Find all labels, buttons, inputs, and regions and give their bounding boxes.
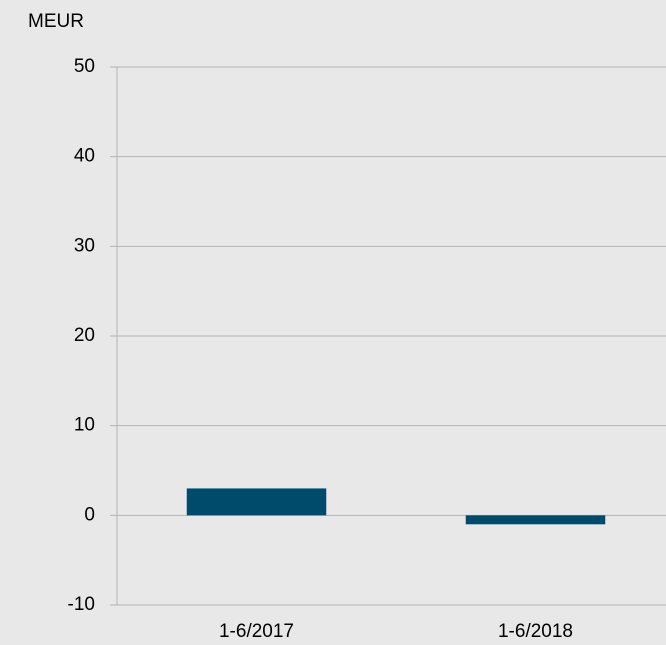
x-tick-label: 1-6/2017	[219, 621, 294, 642]
y-tick-label: 20	[74, 325, 95, 346]
bar	[186, 488, 327, 516]
x-tick-label: 1-6/2018	[498, 621, 573, 642]
y-tick-label: 40	[74, 146, 95, 167]
y-tick-label: 10	[74, 415, 95, 436]
y-tick-label: 30	[74, 235, 95, 256]
y-tick-label: 50	[74, 56, 95, 77]
bar	[465, 515, 606, 525]
y-tick-label: 0	[84, 504, 95, 525]
y-tick-label: -10	[68, 594, 95, 615]
y-axis-label: MEUR	[28, 11, 84, 32]
